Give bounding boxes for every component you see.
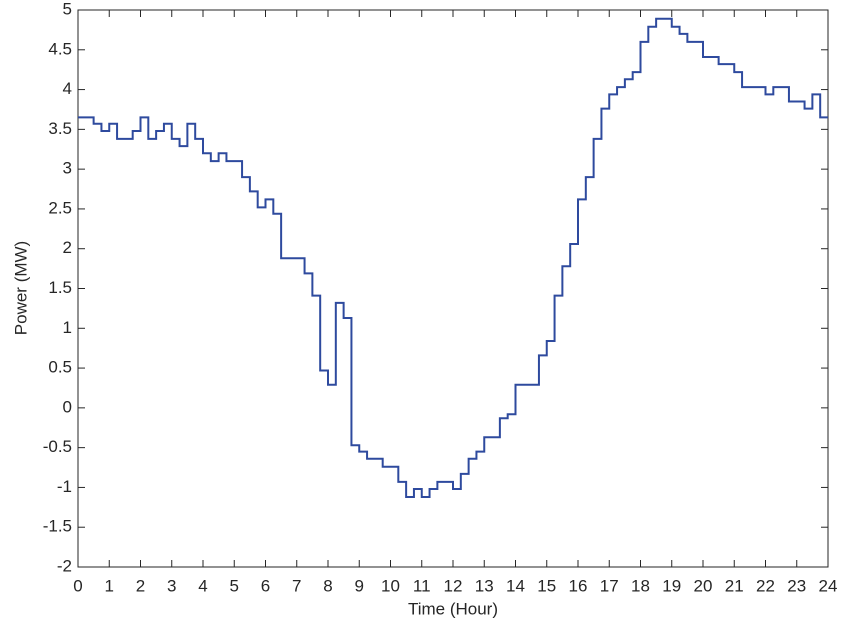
y-tick-label: 1 <box>63 318 72 337</box>
x-tick-label: 7 <box>292 576 301 595</box>
y-tick-label: 2.5 <box>48 198 72 217</box>
x-tick-label: 0 <box>73 576 82 595</box>
y-tick-label: -1 <box>57 477 72 496</box>
y-tick-label: 0 <box>63 397 72 416</box>
x-tick-label: 3 <box>167 576 176 595</box>
y-axis-label: Power (MW) <box>11 241 30 335</box>
x-tick-label: 19 <box>662 576 681 595</box>
x-tick-label: 15 <box>537 576 556 595</box>
y-tick-label: 2 <box>63 238 72 257</box>
y-tick-label: 4.5 <box>48 39 72 58</box>
x-tick-label: 21 <box>725 576 744 595</box>
x-tick-label: 17 <box>600 576 619 595</box>
x-tick-label: 10 <box>381 576 400 595</box>
x-tick-label: 12 <box>444 576 463 595</box>
x-axis-label: Time (Hour) <box>408 599 498 618</box>
x-tick-label: 11 <box>413 576 431 595</box>
x-tick-label: 4 <box>198 576 207 595</box>
x-tick-label: 18 <box>631 576 650 595</box>
x-tick-label: 24 <box>819 576 838 595</box>
y-tick-label: -0.5 <box>43 437 72 456</box>
x-tick-label: 14 <box>506 576 525 595</box>
x-tick-label: 13 <box>475 576 494 595</box>
y-tick-label: 4 <box>63 79 72 98</box>
y-tick-label: 0.5 <box>48 358 72 377</box>
step-line <box>78 17 828 498</box>
y-tick-label: 3.5 <box>48 119 72 138</box>
x-tick-label: 20 <box>694 576 713 595</box>
x-tick-label: 5 <box>230 576 239 595</box>
y-tick-label: 5 <box>63 0 72 18</box>
x-tick-label: 22 <box>756 576 775 595</box>
x-tick-label: 16 <box>569 576 588 595</box>
x-tick-label: 2 <box>136 576 145 595</box>
x-tick-label: 6 <box>261 576 270 595</box>
x-tick-label: 1 <box>105 576 114 595</box>
y-tick-label: 3 <box>63 159 72 178</box>
y-tick-label: -2 <box>57 556 72 575</box>
x-tick-label: 9 <box>355 576 364 595</box>
y-tick-label: 1.5 <box>48 278 72 297</box>
x-tick-label: 23 <box>787 576 806 595</box>
y-tick-label: -1.5 <box>43 517 72 536</box>
x-tick-label: 8 <box>323 576 332 595</box>
